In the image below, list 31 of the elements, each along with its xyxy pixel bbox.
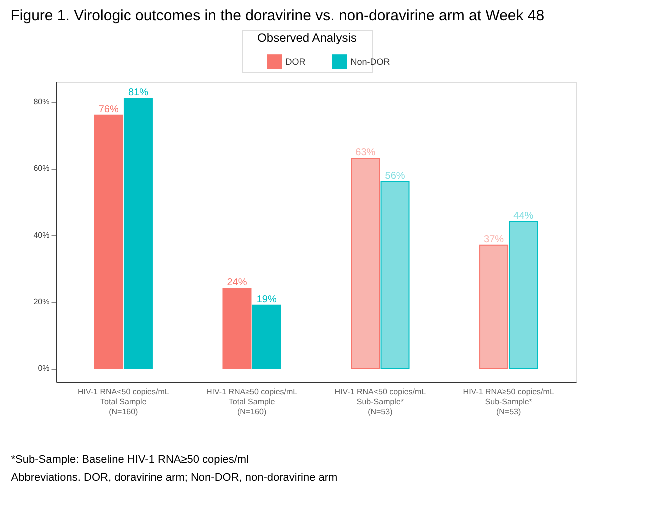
bar (124, 98, 153, 370)
bar (222, 288, 252, 370)
data-label: 81% (128, 88, 149, 99)
y-tick-label: 20% (34, 298, 50, 306)
text: Abbreviations. DOR, doravirine arm; Non-DOR, non-doravirine arm (11, 472, 338, 484)
x-tick-label: HIV-1 RNA<50 copies/mL Sub-Sample* (N=53) (334, 388, 427, 416)
data-label: 56% (385, 171, 406, 182)
legend-title: Observed Analysis (258, 31, 357, 45)
data-label: 44% (514, 211, 534, 222)
bar (480, 244, 509, 370)
text: *Sub-Sample: Baseline HIV-1 RNA≥50 copies/ml (11, 454, 250, 466)
legend-label: DOR (286, 57, 306, 67)
data-label: 19% (256, 294, 277, 306)
y-tick-label: 0% (38, 364, 50, 374)
y-tick-label: 60% (34, 164, 50, 174)
data-label: 37% (484, 234, 504, 246)
y-tick-label: 40% (34, 230, 50, 240)
legend-label: Non-DOR (350, 57, 391, 67)
x-tick-label: HIV-1 RNA<50 copies/mL Total Sample (N=160) (78, 388, 170, 416)
bar (509, 222, 538, 370)
bar (380, 182, 410, 370)
bar (351, 158, 380, 370)
bar (94, 114, 124, 370)
x-tick-label: HIV-1 RNA≥50 copies/mL Total Sample (N=160) (206, 388, 298, 416)
y-tick-label: 80% (34, 98, 50, 106)
chart-title: Figure 1. Virologic outcomes in the doravirine vs. non-doravirine arm at Week 48 (10, 8, 545, 24)
data-label: 76% (98, 104, 119, 116)
data-label: 24% (227, 278, 248, 289)
data-label: 63% (356, 148, 376, 159)
bar (252, 304, 282, 370)
x-tick-label: HIV-1 RNA≥50 copies/mL Sub-Sample* (N=53) (463, 388, 555, 416)
